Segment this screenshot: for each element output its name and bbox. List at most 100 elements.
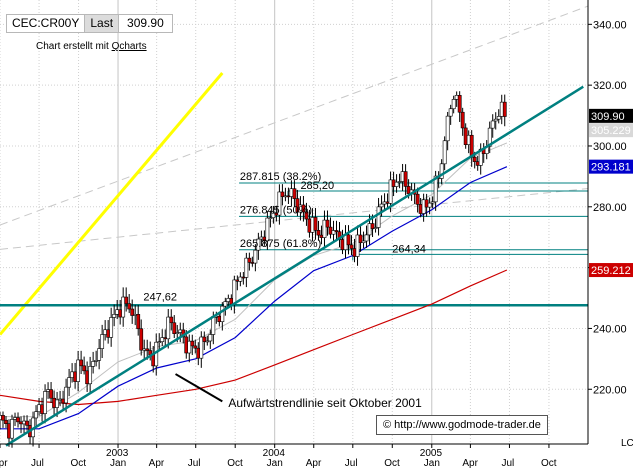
candle-body <box>457 95 462 113</box>
candle-2003-01-13 <box>121 287 126 327</box>
candle-body <box>238 276 243 282</box>
candle-2004-05-03 <box>325 210 330 236</box>
long-moving-average <box>0 269 508 406</box>
candle-body <box>355 234 360 257</box>
candle-2003-02-24 <box>139 319 144 356</box>
yellow-trend-line <box>0 72 224 336</box>
candle-2003-04-07 <box>157 333 162 351</box>
month-label-2005-10-01: Oct <box>541 458 557 469</box>
candle-2004-03-15 <box>304 202 309 226</box>
candle-2002-04-08 <box>1 411 5 428</box>
candle-2003-07-14 <box>199 331 204 368</box>
candle-body <box>91 361 96 367</box>
candle-2002-04-01 <box>0 411 2 430</box>
price-tag-305.229: 305.229 <box>589 123 633 138</box>
price-tick-label-220: 220.00 <box>593 384 627 396</box>
candle-body <box>136 314 141 330</box>
candle-2002-11-25 <box>100 324 105 358</box>
candle-2003-04-28 <box>166 309 171 349</box>
price-tick-label-280: 280.00 <box>593 202 627 214</box>
month-label-2003-01-01: Jan <box>110 458 126 469</box>
candle-2003-11-03 <box>247 252 252 271</box>
candle-2003-12-22 <box>268 210 273 228</box>
month-label-2005-01-01: Jan <box>424 458 440 469</box>
candle-2002-11-18 <box>97 339 102 370</box>
candle-body <box>247 257 252 263</box>
price-tag-value: 309.90 <box>591 111 625 123</box>
candle-body <box>301 204 306 213</box>
short-moving-average <box>0 142 508 418</box>
credit-text: Chart erstellt mit <box>36 41 112 52</box>
candle-2003-10-13 <box>238 272 243 287</box>
source-url[interactable]: © http://www.godmode-trader.de <box>376 415 548 435</box>
price-tick-label-340: 340.00 <box>593 19 627 31</box>
quote-type-label: Last <box>85 15 120 32</box>
price-tag-309.90: 309.90 <box>589 108 633 123</box>
candle-body <box>379 203 384 208</box>
candle-body <box>82 365 87 372</box>
month-label-2002-10-01: Oct <box>71 458 87 469</box>
candle-body <box>439 163 444 179</box>
candle-body <box>202 336 207 342</box>
candle-2005-06-06 <box>496 109 501 124</box>
candle-2003-06-23 <box>190 334 195 356</box>
candle-body <box>433 175 438 203</box>
candle-body <box>403 171 408 187</box>
candle-2004-12-27 <box>427 197 432 215</box>
candle-2005-03-14 <box>460 107 465 136</box>
candle-2004-01-12 <box>277 184 282 225</box>
time-axis: AprJulOct2003JanAprJulOct2004JanAprJulOc… <box>0 438 633 469</box>
candle-body <box>121 296 126 318</box>
candle-body <box>130 308 135 316</box>
candle-body <box>322 219 327 238</box>
candle-body <box>145 348 150 351</box>
price-tag-value: 305.229 <box>591 125 631 137</box>
candle-body <box>472 156 477 162</box>
fib-50-label: 276.845 (50%) <box>240 204 312 216</box>
chart-credit: Chart erstellt mit Qcharts <box>36 41 147 52</box>
year-label-2004: 2004 <box>263 448 286 459</box>
price-tag-bg <box>589 123 633 138</box>
month-label-2005-07-01: Jul <box>501 458 514 469</box>
credit-brand-link[interactable]: Qcharts <box>111 41 147 52</box>
candle-2003-10-27 <box>244 252 249 288</box>
month-label-2002-04-01: Apr <box>0 458 8 469</box>
candle-2002-10-07 <box>79 350 84 374</box>
month-label-2004-10-01: Oct <box>384 458 400 469</box>
candle-body <box>487 127 492 147</box>
candle-2002-04-15 <box>4 416 8 429</box>
symbol-field[interactable]: CEC:CR00Y <box>7 15 86 32</box>
candle-2003-09-01 <box>220 302 225 331</box>
candle-body <box>430 201 435 204</box>
candle-body <box>358 234 363 244</box>
candle-2002-10-14 <box>82 356 87 375</box>
candle-body <box>427 202 432 208</box>
candle-2005-05-16 <box>487 121 492 154</box>
high-2004-label: 285,20 <box>300 180 334 192</box>
candle-body <box>199 336 204 359</box>
candle-2005-02-07 <box>445 111 450 151</box>
candle-body <box>253 249 258 264</box>
candle-body <box>460 111 465 129</box>
candle-2003-11-17 <box>253 244 258 272</box>
year-label-2003: 2003 <box>106 448 129 459</box>
channel-line-1 <box>0 188 589 250</box>
candle-body <box>79 359 84 367</box>
candle-body <box>451 99 456 110</box>
candle-2002-11-11 <box>94 350 99 367</box>
candle-2004-01-19 <box>280 184 285 206</box>
price-tag-bg <box>589 108 633 123</box>
candle-2003-07-28 <box>205 335 210 346</box>
candle-body <box>220 305 225 323</box>
price-tag-bg <box>589 263 633 278</box>
candle-body <box>373 227 378 229</box>
candle-body <box>331 230 336 235</box>
candle-2002-12-23 <box>112 304 117 327</box>
candle-body <box>1 415 5 421</box>
candle-body <box>49 389 53 399</box>
candle-body <box>64 386 68 404</box>
price-tag-bg <box>589 159 633 174</box>
price-tick-label-320: 320.00 <box>593 80 627 92</box>
candle-body <box>211 316 216 335</box>
